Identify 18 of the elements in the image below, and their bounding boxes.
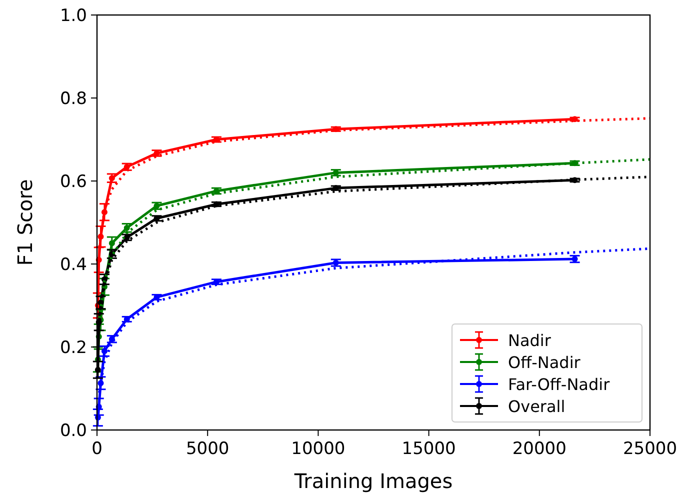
legend-label: Far-Off-Nadir [508,375,610,394]
x-tick-label: 5000 [186,439,230,459]
legend-label: Off-Nadir [508,353,581,372]
y-tick-label: 1.0 [60,6,87,26]
y-tick-label: 0.2 [60,338,87,358]
y-tick-label: 0.4 [60,255,87,275]
x-tick-label: 25000 [622,439,678,459]
legend-label: Overall [508,397,566,416]
x-tick-label: 10000 [291,439,346,459]
x-tick-label: 20000 [512,439,566,459]
legend-label: Nadir [508,331,552,350]
y-tick-label: 0.6 [60,172,87,192]
x-axis-title: Training Images [293,469,453,493]
x-tick-label: 15000 [402,439,456,459]
y-tick-label: 0.8 [60,89,87,109]
x-tick-label: 0 [92,439,102,459]
y-axis-title: F1 Score [13,179,37,266]
y-tick-label: 0.0 [60,421,87,441]
